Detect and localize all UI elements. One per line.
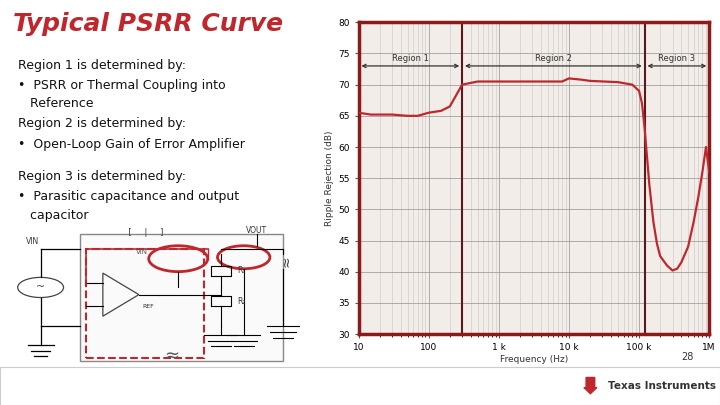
Text: VIN: VIN — [26, 237, 39, 246]
Text: 28: 28 — [681, 352, 694, 362]
Text: R₁: R₁ — [237, 266, 246, 275]
Text: VOUT: VOUT — [246, 226, 267, 235]
Bar — [86, 249, 204, 358]
Text: Region 1 is determined by:: Region 1 is determined by: — [18, 59, 186, 72]
Text: Region 2: Region 2 — [535, 54, 572, 64]
Text: REF: REF — [142, 304, 154, 309]
Text: Texas Instruments: Texas Instruments — [608, 381, 716, 390]
Text: ≈: ≈ — [279, 256, 293, 267]
Text: Reference: Reference — [18, 97, 94, 110]
Text: ≈: ≈ — [164, 347, 179, 365]
Text: R₂: R₂ — [237, 296, 246, 306]
Bar — [0, 367, 720, 405]
Text: •  Open-Loop Gain of Error Amplifier: • Open-Loop Gain of Error Amplifier — [18, 138, 245, 151]
Text: Region 2 is determined by:: Region 2 is determined by: — [18, 117, 186, 130]
FancyArrow shape — [584, 377, 597, 394]
Text: Region 3: Region 3 — [658, 54, 696, 64]
Bar — [80, 234, 283, 361]
Text: Region 1: Region 1 — [392, 54, 429, 64]
Text: capacitor: capacitor — [18, 209, 89, 222]
Text: •  PSRR or Thermal Coupling into: • PSRR or Thermal Coupling into — [18, 79, 225, 92]
Text: [  |  ]: [ | ] — [127, 228, 164, 237]
Text: ~: ~ — [36, 282, 45, 292]
X-axis label: Frequency (Hz): Frequency (Hz) — [500, 355, 568, 364]
Text: •  Parasitic capacitance and output: • Parasitic capacitance and output — [18, 190, 239, 203]
Y-axis label: Ripple Rejection (dB): Ripple Rejection (dB) — [325, 130, 334, 226]
Text: Region 3 is determined by:: Region 3 is determined by: — [18, 170, 186, 183]
Text: VIN: VIN — [136, 249, 148, 256]
Text: Typical PSRR Curve: Typical PSRR Curve — [13, 12, 283, 36]
